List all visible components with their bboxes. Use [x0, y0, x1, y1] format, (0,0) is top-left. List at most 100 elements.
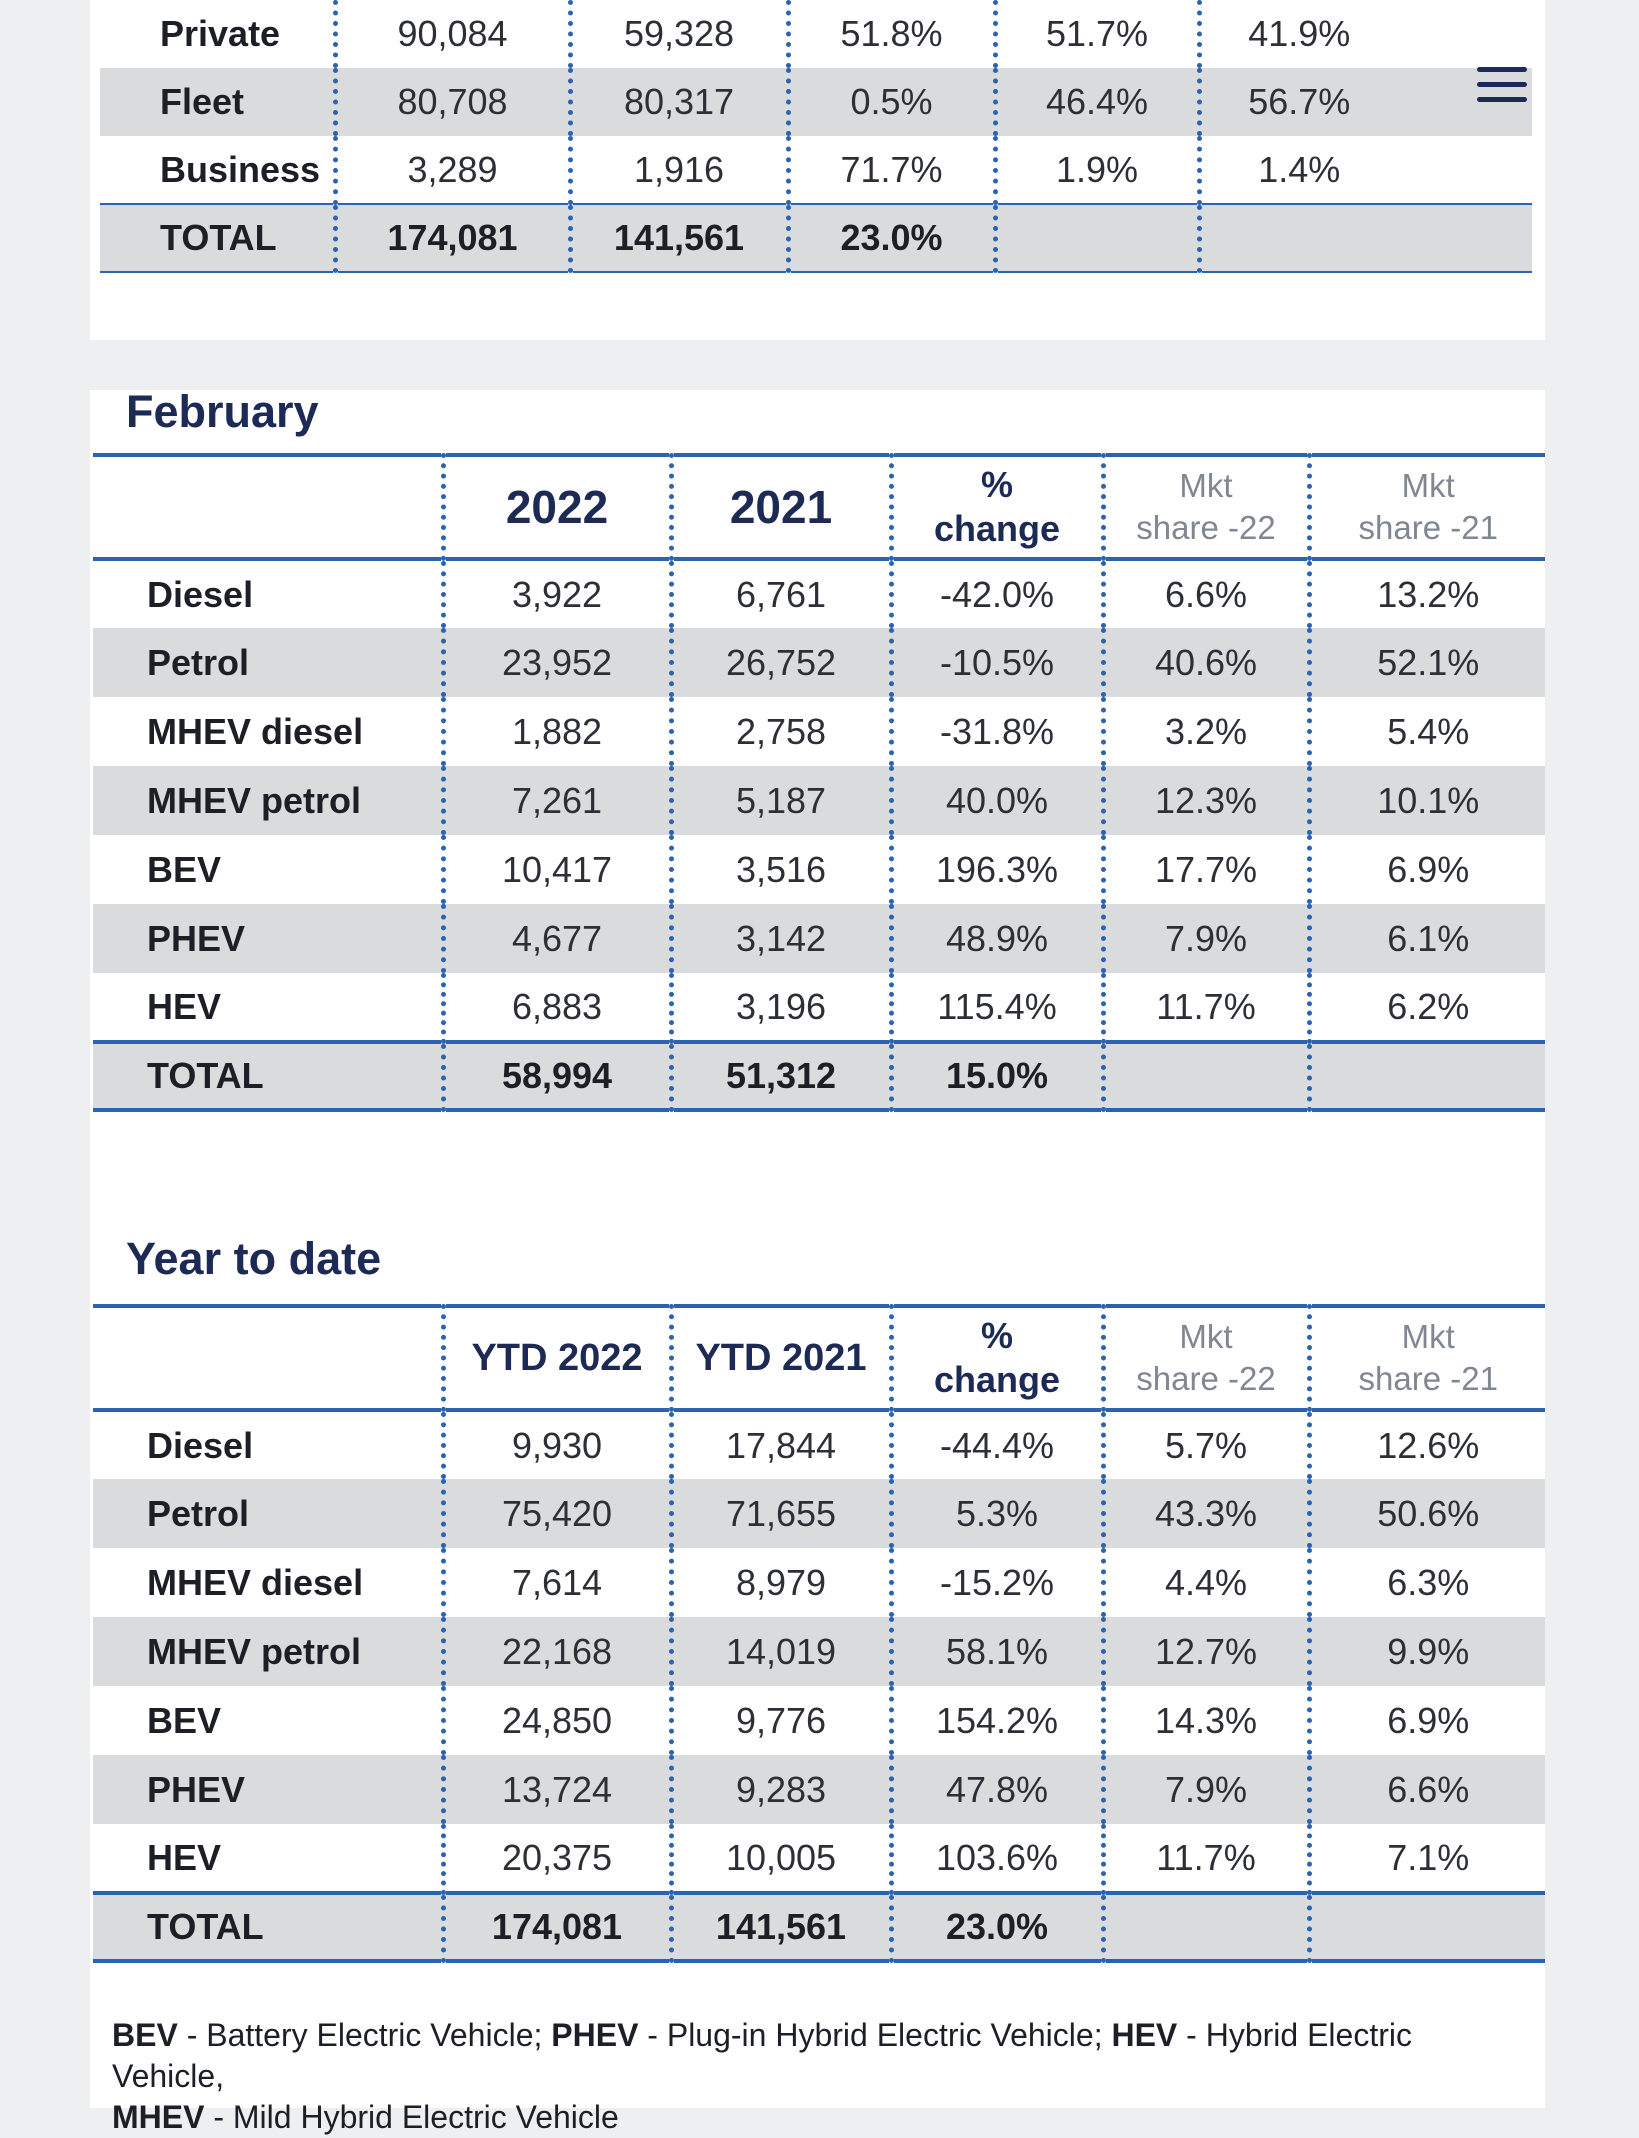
value-2022: 6,883 — [440, 973, 671, 1042]
value-2022: 4,677 — [440, 904, 671, 973]
mkt-share-22: 4.4% — [1100, 1548, 1309, 1617]
value-2021: 10,005 — [668, 1824, 891, 1893]
total-row: TOTAL 174,081 141,561 23.0% — [100, 203, 1532, 273]
total-2021: 51,312 — [668, 1040, 891, 1112]
buyer-type-table: Private 90,084 59,328 51.8% 51.7% 41.9% Fleet 8… — [100, 0, 1532, 273]
mkt-share-21: 50.6% — [1306, 1479, 1545, 1548]
value-2021: 2,758 — [668, 697, 891, 766]
table-row: Petrol 75,420 71,655 5.3% 43.3% 50.6% — [93, 1479, 1545, 1548]
row-label: MHEV petrol — [93, 1617, 443, 1686]
pct-change: 115.4% — [888, 973, 1103, 1042]
total-2022: 58,994 — [440, 1040, 671, 1112]
row-label: Diesel — [147, 1424, 254, 1466]
mkt-share-21: 41.9% — [1196, 0, 1397, 68]
value-2022: 7,261 — [440, 766, 671, 835]
pct-change: 58.1% — [888, 1617, 1103, 1686]
total-mkt-share-22 — [1100, 1891, 1309, 1963]
table-row: Business 3,289 1,916 71.7% 1.9% 1.4% — [100, 136, 1532, 204]
mkt-share-21: 6.9% — [1306, 1686, 1545, 1755]
total-label: TOTAL — [100, 203, 335, 273]
row-label: Petrol — [93, 1479, 443, 1548]
value-2022: 23,952 — [440, 628, 671, 697]
ytd-title: Year to date — [126, 1233, 382, 1284]
value-2022: 7,614 — [440, 1548, 671, 1617]
table-row: PHEV 4,677 3,142 48.9% 7.9% 6.1% — [93, 904, 1545, 973]
pct-change: -42.0% — [888, 559, 1103, 628]
table-row: Diesel 3,922 6,761 -42.0% 6.6% 13.2% — [93, 559, 1545, 628]
pct-change: 71.7% — [785, 136, 995, 204]
row-label: MHEV diesel — [147, 710, 364, 752]
february-table: 2022 2021 % change Mkt share -22 Mkt share … — [93, 453, 1545, 1112]
row-label: PHEV — [93, 904, 443, 973]
total-mkt-share-21 — [1196, 203, 1397, 273]
total-2022: 174,081 — [440, 1891, 671, 1963]
hamburger-menu-icon[interactable] — [1477, 67, 1527, 107]
header-mkt-share-21: Mkt share -21 — [1306, 1304, 1545, 1412]
spacer-cell — [1397, 136, 1532, 204]
total-label: TOTAL — [93, 1891, 443, 1963]
mkt-share-22: 5.7% — [1100, 1410, 1309, 1479]
total-label: TOTAL — [93, 1040, 443, 1112]
value-2021: 14,019 — [668, 1617, 891, 1686]
value-2022: 80,708 — [332, 68, 570, 136]
value-2021: 17,844 — [668, 1410, 891, 1479]
pct-change: 48.9% — [888, 904, 1103, 973]
total-pct-change: 15.0% — [888, 1040, 1103, 1112]
mkt-share-22: 12.3% — [1100, 766, 1309, 835]
table-row: MHEV diesel 1,882 2,758 -31.8% 3.2% 5.4% — [93, 697, 1545, 766]
value-2021: 5,187 — [668, 766, 891, 835]
value-2021: 3,196 — [668, 973, 891, 1042]
mkt-share-21: 6.1% — [1306, 904, 1545, 973]
table-row: Petrol 23,952 26,752 -10.5% 40.6% 52.1% — [93, 628, 1545, 697]
mkt-share-22: 1.9% — [992, 136, 1199, 204]
value-2021: 26,752 — [668, 628, 891, 697]
spacer-cell — [1397, 203, 1532, 273]
value-2021: 9,776 — [668, 1686, 891, 1755]
value-2021: 1,916 — [567, 136, 788, 204]
value-2022: 3,289 — [332, 136, 570, 204]
value-2021: 3,142 — [668, 904, 891, 973]
mkt-share-22: 7.9% — [1100, 904, 1309, 973]
header-2021: 2021 — [668, 453, 891, 561]
table-row: MHEV petrol 7,261 5,187 40.0% 12.3% 10.1% — [93, 766, 1545, 835]
row-label: HEV — [147, 985, 222, 1027]
header-mkt-share-22: Mkt share -22 — [1100, 1304, 1309, 1412]
row-label: PHEV — [93, 1755, 443, 1824]
total-pct-change: 23.0% — [785, 203, 995, 273]
total-2021: 141,561 — [567, 203, 788, 273]
february-header-row: 2022 2021 % change Mkt share -22 Mkt share … — [93, 453, 1545, 561]
mkt-share-22: 6.6% — [1100, 559, 1309, 628]
mkt-share-21: 10.1% — [1306, 766, 1545, 835]
row-label: Petrol — [93, 628, 443, 697]
value-2021: 9,283 — [668, 1755, 891, 1824]
mkt-share-21: 56.7% — [1196, 68, 1397, 136]
table-row: HEV 20,375 10,005 103.6% 11.7% 7.1% — [93, 1824, 1545, 1893]
value-2022: 1,882 — [440, 697, 671, 766]
total-pct-change: 23.0% — [888, 1891, 1103, 1963]
value-2021: 3,516 — [668, 835, 891, 904]
table-row: Diesel 9,930 17,844 -44.4% 5.7% 12.6% — [93, 1410, 1545, 1479]
mkt-share-22: 11.7% — [1100, 1824, 1309, 1893]
mkt-share-21: 7.1% — [1306, 1824, 1545, 1893]
pct-change: 154.2% — [888, 1686, 1103, 1755]
mkt-share-22: 17.7% — [1100, 835, 1309, 904]
row-label: BEV — [147, 1699, 222, 1741]
table-row: BEV 10,417 3,516 196.3% 17.7% 6.9% — [93, 835, 1545, 904]
spacer-cell — [1397, 0, 1532, 68]
pct-change: -44.4% — [888, 1410, 1103, 1479]
row-label: BEV — [147, 848, 222, 890]
value-2021: 71,655 — [668, 1479, 891, 1548]
pct-change: -10.5% — [888, 628, 1103, 697]
pct-change: 103.6% — [888, 1824, 1103, 1893]
mkt-share-22: 43.3% — [1100, 1479, 1309, 1548]
pct-change: 51.8% — [785, 0, 995, 68]
mkt-share-21: 52.1% — [1306, 628, 1545, 697]
pct-change: 0.5% — [785, 68, 995, 136]
mkt-share-21: 13.2% — [1306, 559, 1545, 628]
value-2022: 75,420 — [440, 1479, 671, 1548]
mkt-share-22: 51.7% — [992, 0, 1199, 68]
total-mkt-share-21 — [1306, 1891, 1545, 1963]
row-label: HEV — [147, 1836, 222, 1878]
row-label: Private — [160, 13, 281, 54]
mkt-share-21: 1.4% — [1196, 136, 1397, 204]
